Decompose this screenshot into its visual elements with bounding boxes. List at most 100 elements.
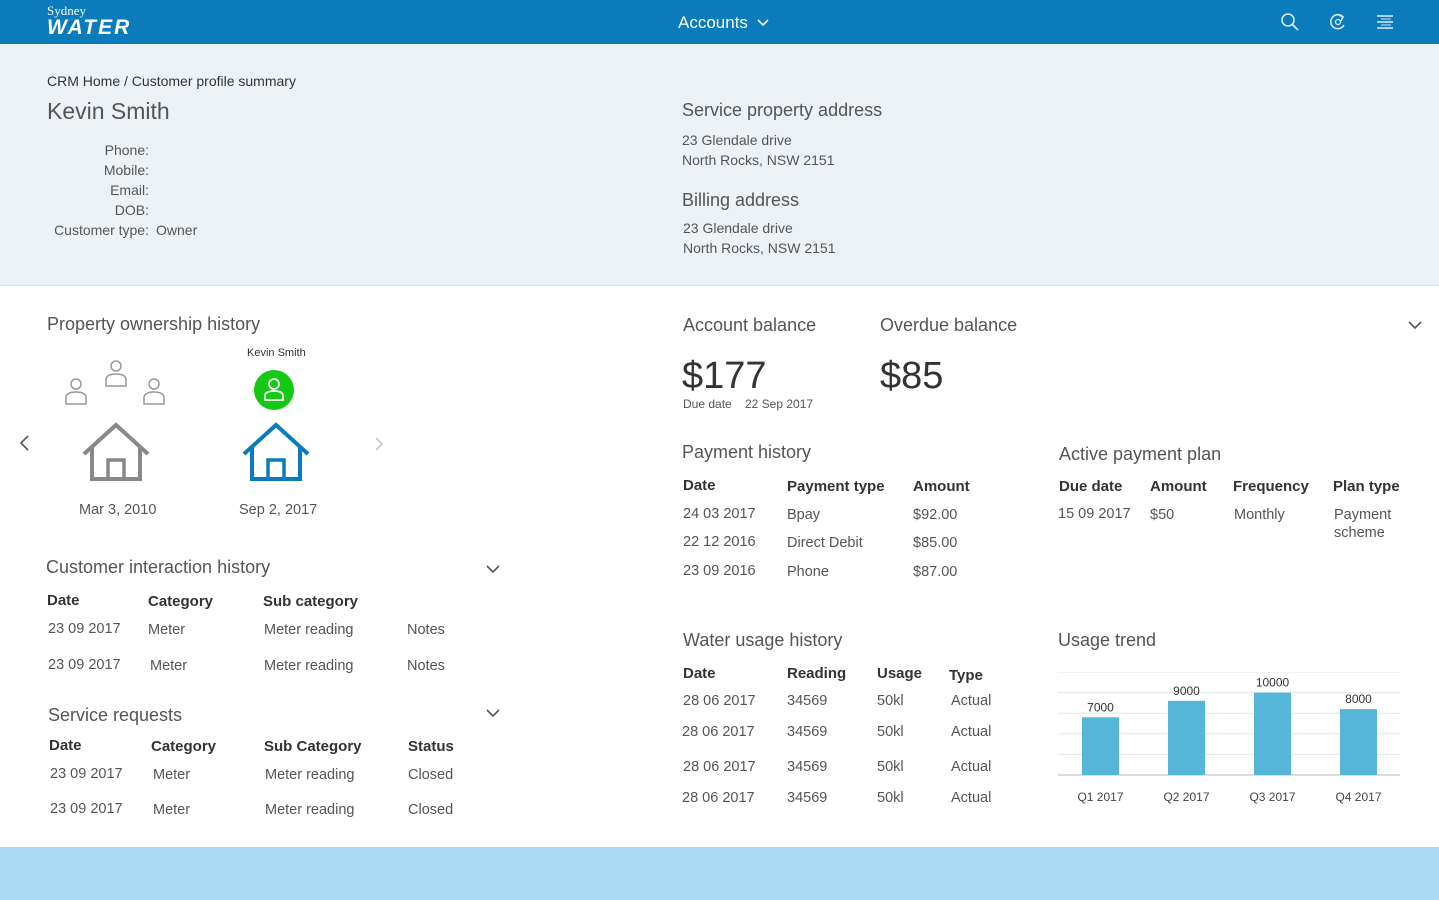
accounts-menu-label: Accounts (678, 13, 748, 32)
usage-header-reading: Reading (787, 665, 847, 682)
due-date-label: Due date (683, 397, 732, 411)
usage-amount: 50kl (877, 790, 904, 806)
service-category: Meter (153, 802, 191, 818)
top-bar: Sydney WATER Accounts (0, 0, 1439, 44)
breadcrumb-home-link[interactable]: CRM Home (47, 73, 121, 89)
plan-type-line1: Payment (1334, 507, 1392, 523)
usage-reading: 34569 (787, 790, 828, 806)
chevron-left-icon[interactable] (18, 434, 32, 452)
water-usage-title: Water usage history (683, 630, 843, 650)
interaction-category: Meter (150, 658, 188, 674)
billing-address-title: Billing address (682, 190, 800, 210)
chart-data-label: 7000 (1087, 700, 1114, 714)
account-balance-amount: $177 (682, 355, 767, 397)
interaction-header-date: Date (47, 592, 80, 609)
payment-header-type: Payment type (787, 478, 885, 495)
due-date-value: 22 Sep 2017 (745, 397, 814, 411)
service-status: Closed (408, 802, 454, 818)
usage-amount: 50kl (877, 724, 904, 740)
service-subcategory: Meter reading (265, 802, 355, 818)
usage-reading: 34569 (787, 724, 828, 740)
plan-type-line2: scheme (1334, 525, 1385, 541)
chevron-down-icon (757, 19, 769, 27)
payment-plan-title: Active payment plan (1059, 444, 1222, 464)
chart-bar (1082, 717, 1119, 775)
service-address-title: Service property address (682, 100, 883, 120)
mobile-row: Mobile: (50, 160, 197, 180)
chevron-right-icon[interactable] (373, 436, 385, 452)
phone-value (149, 140, 156, 160)
usage-trend-chart: 7000 Q1 2017 9000 Q2 2017 10000 Q3 2017 8000 Q4… (1058, 672, 1400, 804)
service-subcategory: Meter reading (265, 767, 355, 783)
usage-trend-title: Usage trend (1058, 630, 1157, 650)
payment-date: 23 09 2016 (683, 563, 756, 579)
chevron-down-icon[interactable] (1407, 319, 1423, 331)
payment-header-amount: Amount (913, 478, 970, 495)
plan-header-due-date: Due date (1059, 478, 1123, 495)
chart-bar (1340, 709, 1377, 775)
billing-address-line1: 23 Glendale drive (683, 220, 793, 236)
interaction-date: 23 09 2017 (48, 657, 121, 673)
payment-amount: $92.00 (913, 507, 958, 523)
usage-amount: 50kl (877, 759, 904, 775)
service-date: 23 09 2017 (50, 801, 123, 817)
service-header-date: Date (49, 737, 82, 754)
payment-amount: $87.00 (913, 564, 958, 580)
chevron-down-icon[interactable] (485, 707, 501, 719)
chart-data-label: 9000 (1173, 684, 1200, 698)
payment-type: Direct Debit (787, 535, 863, 551)
payment-type: Bpay (787, 507, 821, 523)
interaction-subcategory: Meter reading (264, 658, 354, 674)
usage-reading: 34569 (787, 693, 828, 709)
current-owner-icon[interactable] (253, 369, 295, 411)
usage-type: Actual (951, 693, 992, 709)
footer-band (0, 847, 1439, 900)
interaction-date: 23 09 2017 (48, 621, 121, 637)
logo-line1: Sydney (47, 3, 86, 18)
plan-frequency: Monthly (1234, 507, 1285, 523)
usage-date: 28 06 2017 (682, 790, 755, 806)
customer-name: Kevin Smith (47, 98, 170, 124)
dob-value (149, 200, 156, 220)
current-property-house-icon[interactable] (241, 422, 311, 482)
menu-icon[interactable] (1375, 12, 1395, 32)
interaction-notes-link[interactable]: Notes (407, 622, 445, 638)
service-header-subcategory: Sub Category (264, 738, 362, 755)
plan-amount: $50 (1150, 507, 1175, 523)
search-icon[interactable] (1280, 12, 1300, 32)
past-owner-icon (65, 378, 87, 405)
interaction-category: Meter (148, 622, 186, 638)
customer-profile-header: CRM Home / Customer profile summary Kevi… (0, 44, 1439, 286)
past-owner-icon (143, 378, 165, 405)
chevron-down-icon[interactable] (485, 563, 501, 575)
interaction-notes-link[interactable]: Notes (407, 658, 445, 674)
accounts-menu[interactable]: Accounts (678, 13, 770, 33)
chart-data-label: 10000 (1256, 676, 1290, 690)
usage-reading: 34569 (787, 759, 828, 775)
service-requests-title: Service requests (48, 705, 183, 725)
chart-category-label: Q3 2017 (1249, 790, 1295, 804)
customer-type-label: Customer type: (54, 222, 149, 238)
overdue-balance-title: Overdue balance (880, 315, 1018, 335)
service-date: 23 09 2017 (50, 766, 123, 782)
breadcrumb-current: Customer profile summary (131, 73, 296, 89)
mobile-value (149, 160, 156, 180)
payment-type: Phone (787, 564, 829, 580)
usage-header-usage: Usage (877, 665, 923, 682)
interaction-subcategory: Meter reading (264, 622, 354, 638)
past-property-house-icon[interactable] (81, 422, 151, 482)
chart-bar (1168, 700, 1205, 775)
payment-date: 24 03 2017 (683, 506, 756, 522)
usage-date: 28 06 2017 (683, 759, 756, 775)
refresh-icon[interactable] (1328, 12, 1348, 32)
phone-label: Phone: (104, 142, 149, 158)
sydney-water-logo[interactable]: Sydney WATER (47, 3, 131, 39)
interaction-header-category: Category (148, 593, 214, 610)
ownership-history-title: Property ownership history (47, 314, 261, 334)
usage-date: 28 06 2017 (683, 693, 756, 709)
service-address-line2: North Rocks, NSW 2151 (682, 152, 835, 168)
email-row: Email: (50, 180, 197, 200)
plan-header-type: Plan type (1333, 478, 1400, 495)
customer-info: Phone: Mobile: Email: DOB: Customer type… (50, 140, 197, 240)
phone-row: Phone: (50, 140, 197, 160)
